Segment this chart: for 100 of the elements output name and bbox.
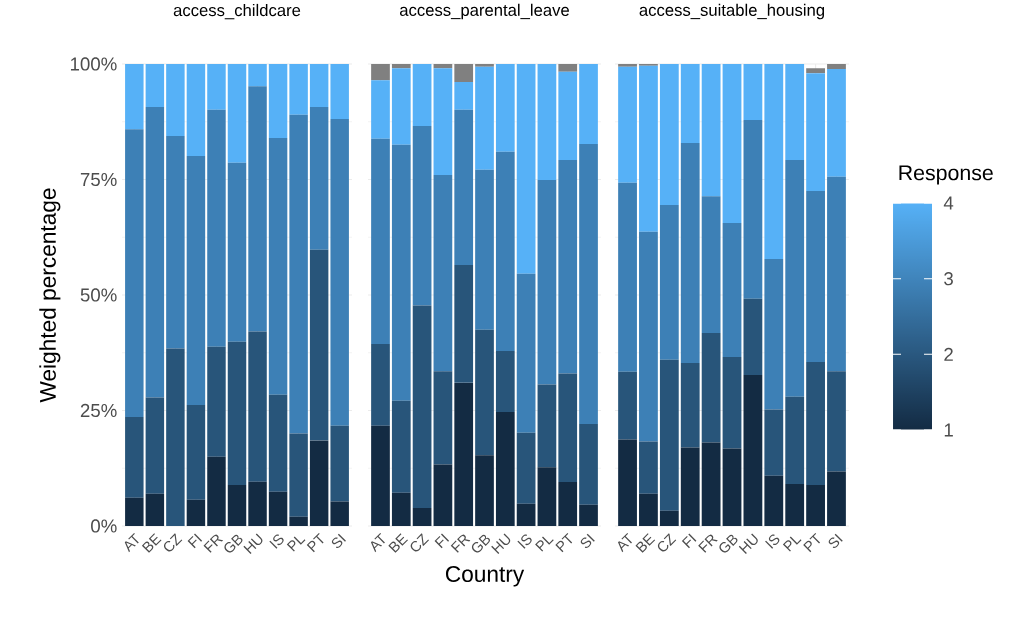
bar (659, 359, 679, 511)
bar (186, 63, 206, 156)
x-tick-label: GB (471, 534, 490, 553)
x-tick-label: SI (331, 533, 346, 549)
bar (827, 69, 846, 177)
bar (371, 63, 390, 81)
x-tick-label: HU (243, 533, 263, 554)
chart-title: access_parental_leave (399, 3, 569, 20)
x-tick-label: AT (370, 532, 385, 553)
text: 1 (944, 423, 953, 437)
bar (391, 492, 411, 526)
bar (454, 63, 474, 83)
x-tick-label: PL (535, 536, 554, 552)
bar (618, 371, 637, 440)
bar (680, 362, 700, 448)
bar (268, 137, 288, 395)
bar (268, 63, 288, 138)
bar (268, 491, 288, 526)
bar (371, 80, 390, 139)
x-tick-label: HU (738, 533, 758, 554)
bar (475, 455, 494, 526)
x-tick-label: PT (555, 532, 573, 553)
bar (268, 394, 288, 492)
bar (659, 204, 679, 360)
bar (558, 373, 578, 483)
bar (537, 384, 557, 468)
bar (537, 63, 557, 180)
bar (579, 143, 598, 424)
bar (309, 63, 329, 107)
bar (806, 361, 825, 485)
bar (639, 65, 658, 232)
bar (412, 125, 432, 306)
bar (722, 63, 742, 223)
bar (579, 504, 598, 526)
bar (207, 63, 226, 110)
y-tick-label: 50% (80, 288, 117, 302)
x-tick-label: IS (517, 534, 532, 549)
bar (785, 483, 805, 526)
bar (743, 63, 763, 120)
x-tick-label: BE (141, 533, 162, 553)
y-tick-label: 25% (80, 403, 117, 418)
bar (371, 343, 390, 426)
bar (289, 114, 308, 434)
bar (433, 63, 453, 69)
bar (371, 138, 390, 344)
bar (495, 411, 515, 526)
x-tick-label: PT (803, 532, 821, 553)
bar (207, 346, 226, 457)
bar (309, 440, 329, 526)
bar (145, 106, 165, 398)
bar (680, 63, 700, 143)
bar (785, 396, 805, 484)
bar (391, 68, 411, 145)
bar (701, 442, 721, 526)
x-tick-label: BE (635, 533, 656, 553)
bar (433, 464, 453, 526)
x-tick-label: SI (828, 533, 843, 549)
bar (618, 439, 637, 526)
bar (454, 382, 474, 526)
text: 3 (944, 272, 953, 286)
bar (475, 66, 494, 170)
bar (516, 503, 536, 526)
bar (227, 63, 247, 163)
x-tick-label: PT (306, 532, 324, 553)
bar (639, 441, 658, 494)
y-tick-label: 100% (70, 57, 117, 71)
bar (659, 63, 679, 205)
bar (495, 350, 515, 412)
bar (186, 404, 206, 500)
y-tick-label: 75% (80, 172, 117, 187)
bar (227, 484, 247, 526)
x-tick-label: FI (681, 533, 697, 549)
x-tick-label: AT (124, 532, 139, 553)
bar (227, 341, 247, 485)
bar (639, 493, 658, 526)
x-tick-label: CZ (163, 533, 183, 552)
x-tick-label: PL (286, 536, 306, 552)
bar (391, 400, 411, 493)
y-tick-label: 0% (91, 519, 117, 533)
bar (433, 68, 453, 175)
bar (391, 144, 411, 401)
bar (558, 63, 578, 72)
bar (166, 136, 185, 349)
bar (764, 63, 784, 259)
x-tick-label: FR (203, 534, 224, 553)
bar (207, 109, 226, 347)
bar (433, 371, 453, 465)
x-tick-label: FR (450, 534, 471, 553)
bar (145, 493, 165, 526)
bar (166, 63, 185, 137)
y-axis-title: Weighted percentage (39, 188, 61, 403)
bar (806, 484, 825, 526)
bar (639, 231, 658, 442)
x-tick-label: FI (187, 533, 203, 549)
bar (454, 109, 474, 265)
bar (412, 63, 432, 126)
bar (330, 501, 349, 526)
bar (309, 249, 329, 441)
bar (785, 63, 805, 161)
bar (680, 143, 700, 363)
